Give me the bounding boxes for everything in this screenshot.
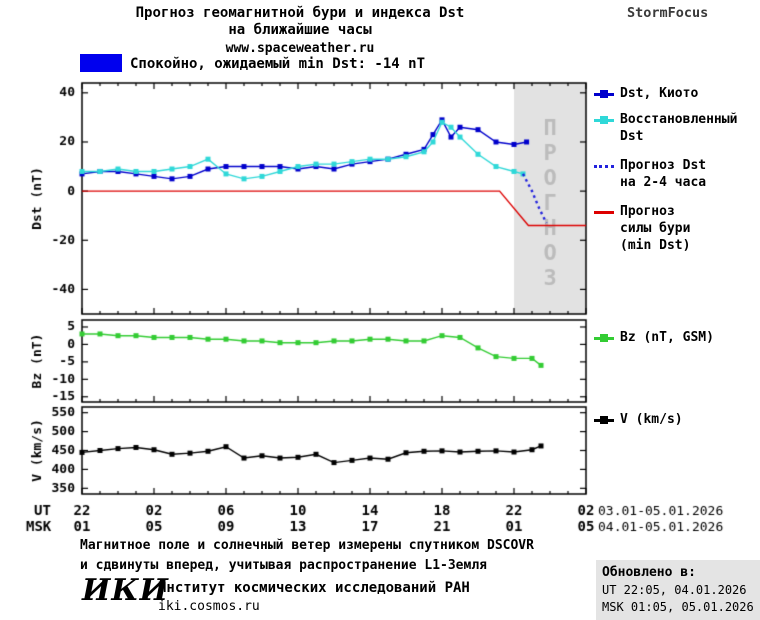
- legend-dst-kyoto-label: Dst, Киото: [620, 86, 699, 101]
- legend-dst-forecast: Прогноз Dst на 2-4 часа: [594, 158, 760, 192]
- dst-kyoto-swatch-icon: [594, 89, 614, 100]
- legend-storm-forecast-label: Прогноз силы бури (min Dst): [620, 204, 691, 253]
- dst-forecast-swatch-icon: [594, 161, 614, 172]
- updated-panel: Обновлено в: UT 22:05, 04.01.2026 MSK 01…: [596, 560, 760, 620]
- legend-bz-label: Bz (nT, GSM): [620, 330, 714, 345]
- dst-restored-swatch-icon: [594, 115, 614, 126]
- iki-site-link[interactable]: iki.cosmos.ru: [158, 599, 260, 614]
- institute-name: Институт космических исследований РАН: [158, 580, 470, 596]
- legend-v-label: V (km/s): [620, 412, 683, 427]
- v-swatch-icon: [594, 415, 614, 426]
- updated-title: Обновлено в:: [602, 565, 696, 580]
- legend-dst-kyoto: Dst, Киото: [594, 86, 760, 103]
- legend-bz: Bz (nT, GSM): [594, 330, 760, 347]
- updated-msk: MSK 01:05, 05.01.2026: [602, 599, 754, 614]
- page-title: Прогноз геомагнитной бури и индекса Dst: [135, 5, 465, 21]
- legend-dst-restored-label: Восстановленный Dst: [620, 112, 738, 144]
- status-color-swatch: [80, 54, 122, 72]
- legend-v: V (km/s): [594, 412, 760, 429]
- page-subtitle: на ближайшие часы: [228, 21, 372, 38]
- updated-ut: UT 22:05, 04.01.2026: [602, 583, 747, 598]
- spaceweather-link[interactable]: www.spaceweather.ru: [225, 40, 375, 56]
- measurement-note: Магнитное поле и солнечный ветер измерен…: [80, 536, 534, 575]
- iki-logo: ИКИ: [82, 573, 169, 608]
- storm-forecast-swatch-icon: [594, 207, 614, 218]
- legend-storm-forecast: Прогноз силы бури (min Dst): [594, 204, 760, 255]
- page-header: Прогноз геомагнитной бури и индекса Dst …: [60, 5, 540, 56]
- legend-dst-restored: Восстановленный Dst: [594, 112, 760, 146]
- measurement-note-line1: Магнитное поле и солнечный ветер измерен…: [80, 538, 534, 553]
- status-text: Спокойно, ожидаемый min Dst: -14 nT: [130, 56, 426, 72]
- brand-label: StormFocus: [627, 5, 709, 21]
- legend-dst-forecast-label: Прогноз Dst на 2-4 часа: [620, 158, 707, 190]
- measurement-note-line2: и сдвинуты вперед, учитывая распростране…: [80, 557, 487, 573]
- bz-swatch-icon: [594, 333, 614, 344]
